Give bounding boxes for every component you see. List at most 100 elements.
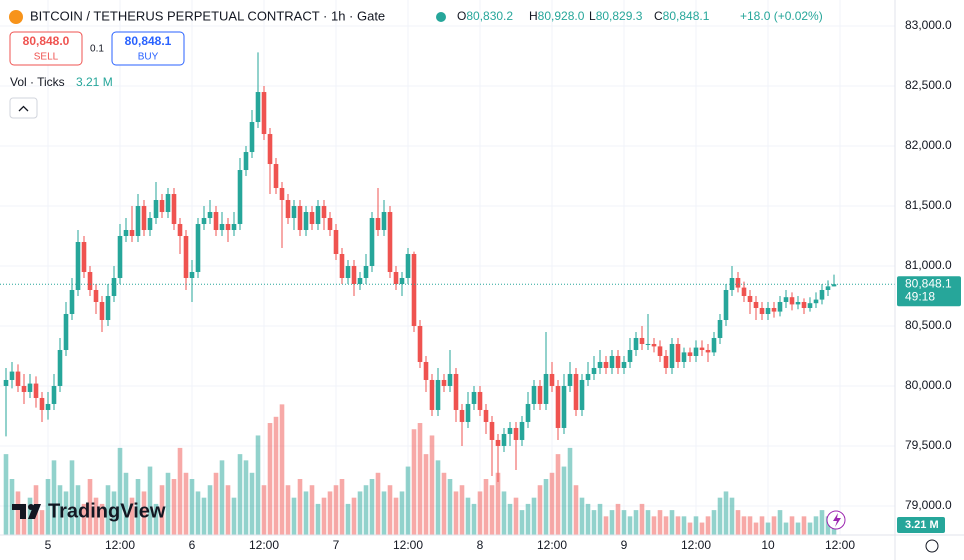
- candle-body: [633, 337, 639, 350]
- candle-body: [459, 409, 465, 422]
- volume-bar: [429, 435, 435, 535]
- collapse-button[interactable]: [9, 97, 38, 119]
- volume-bar: [543, 479, 549, 535]
- candle-body: [543, 373, 549, 404]
- candle-body: [765, 307, 771, 314]
- candle-body: [321, 206, 327, 219]
- candle-body: [591, 367, 597, 374]
- volume-bar: [81, 503, 87, 535]
- candle-body: [99, 301, 105, 320]
- settings-icon[interactable]: [925, 539, 939, 553]
- candle-body: [183, 236, 189, 278]
- candle-body: [291, 206, 297, 219]
- y-tick-label: 82,000.0: [905, 138, 952, 152]
- volume-bar: [147, 466, 153, 535]
- x-tick-label: 12:00: [537, 538, 567, 552]
- volume-bar: [201, 497, 207, 535]
- candle-body: [117, 236, 123, 278]
- ohlc-readout: O80,830.2 H80,928.0 L80,829.3 C80,848.1: [457, 9, 710, 23]
- volume-bar: [225, 485, 231, 535]
- candle-body: [699, 347, 705, 350]
- volume-bar: [813, 516, 819, 535]
- x-tick-label: 8: [477, 538, 484, 552]
- volume-bar: [705, 516, 711, 535]
- candle-body: [501, 433, 507, 446]
- candle-body: [21, 385, 27, 392]
- volume-bar: [189, 479, 195, 535]
- volume-bar: [603, 516, 609, 535]
- sell-label: SELL: [34, 52, 59, 63]
- volume-bar: [477, 491, 483, 535]
- candle-body: [9, 371, 15, 380]
- candle-body: [483, 409, 489, 422]
- candle-body: [615, 355, 621, 368]
- volume-bar: [669, 510, 675, 535]
- buy-button[interactable]: [111, 31, 185, 66]
- volume-bar: [177, 447, 183, 535]
- volume-bar: [591, 510, 597, 535]
- sell-button[interactable]: [9, 31, 83, 66]
- candle-body: [783, 297, 789, 302]
- volume-bar: [171, 479, 177, 535]
- candle-body: [381, 212, 387, 231]
- x-tick-label: 12:00: [825, 538, 855, 552]
- volume-bar: [681, 516, 687, 535]
- ohlc-item: L80,829.3: [589, 9, 643, 23]
- candle-body: [141, 206, 147, 231]
- volume-bar: [579, 497, 585, 535]
- volume-bar: [627, 516, 633, 535]
- volume-bar: [483, 479, 489, 535]
- volume-bar: [501, 491, 507, 535]
- candle-body: [819, 289, 825, 300]
- volume-bar: [465, 497, 471, 535]
- candle-body: [597, 361, 603, 368]
- candle-body: [465, 403, 471, 422]
- candle-body: [3, 379, 9, 386]
- candle-body: [747, 295, 753, 302]
- volume-bar: [759, 516, 765, 535]
- candle-body: [489, 421, 495, 440]
- x-tick-label: 5: [45, 538, 52, 552]
- candle-body: [255, 92, 261, 123]
- volume-bar: [453, 491, 459, 535]
- y-tick-label: 79,000.0: [905, 498, 952, 512]
- volume-bar: [159, 485, 165, 535]
- candle-body: [15, 371, 21, 386]
- volume-bar: [129, 497, 135, 535]
- candle-body: [609, 355, 615, 368]
- volume-bar: [699, 522, 705, 535]
- volume-bar: [747, 516, 753, 535]
- candle-body: [153, 200, 159, 219]
- volume-bar: [51, 460, 57, 535]
- volume-bar: [273, 416, 279, 535]
- candle-body: [435, 379, 441, 410]
- volume-bar: [597, 503, 603, 535]
- volume-bar: [237, 454, 243, 535]
- volume-bar: [549, 472, 555, 535]
- volume-bar: [525, 503, 531, 535]
- volume-bar: [729, 497, 735, 535]
- volume-bar: [213, 472, 219, 535]
- volume-bar: [417, 423, 423, 535]
- volume-bar: [249, 472, 255, 535]
- candle-body: [417, 325, 423, 362]
- candle-body: [807, 303, 813, 308]
- volume-bar: [717, 497, 723, 535]
- volume-bar: [675, 516, 681, 535]
- volume-bar: [15, 491, 21, 535]
- candle-body: [471, 391, 477, 404]
- volume-bar: [489, 485, 495, 535]
- volume-bar: [633, 510, 639, 535]
- axes: 79,000.0 79,500.0 80,000.0 80,500.0 81,000.0…: [45, 18, 952, 552]
- candle-body: [285, 200, 291, 219]
- buy-label: BUY: [138, 52, 159, 63]
- candle-body: [189, 271, 195, 278]
- volume-bar: [825, 516, 831, 535]
- candle-body: [753, 301, 759, 308]
- candle-body: [801, 301, 807, 308]
- ohlc-key: L: [589, 9, 596, 23]
- volume-bar: [609, 510, 615, 535]
- y-tick-label: 80,500.0: [905, 318, 952, 332]
- volume-bar: [615, 503, 621, 535]
